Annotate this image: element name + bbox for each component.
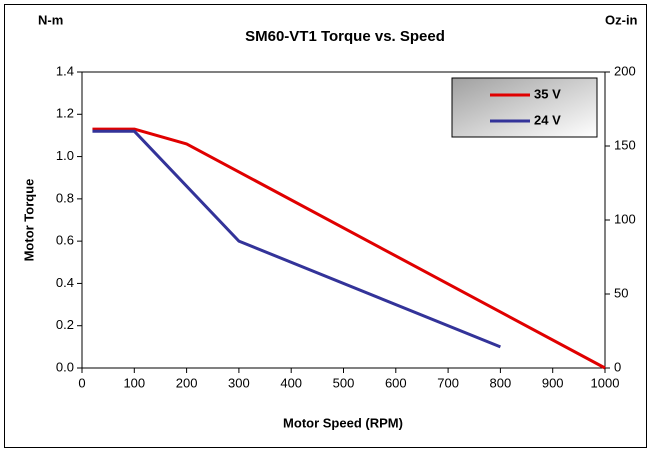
x-tick-label: 1000: [591, 375, 620, 390]
x-tick-label: 400: [280, 375, 302, 390]
x-axis-label: Motor Speed (RPM): [283, 415, 403, 430]
legend-label: 24 V: [534, 112, 561, 127]
x-tick-label: 0: [78, 375, 85, 390]
y2-tick-label: 0: [614, 359, 621, 374]
x-tick-label: 600: [385, 375, 407, 390]
y2-tick-label: 200: [614, 63, 636, 78]
y-tick-label: 0.2: [56, 317, 74, 332]
y-tick-label: 1.2: [56, 106, 74, 121]
x-tick-label: 700: [437, 375, 459, 390]
y-unit: N-m: [38, 12, 63, 27]
y2-tick-label: 150: [614, 137, 636, 152]
y-tick-label: 0.8: [56, 190, 74, 205]
y-tick-label: 0.0: [56, 359, 74, 374]
x-tick-label: 900: [542, 375, 564, 390]
x-tick-label: 500: [333, 375, 355, 390]
chart-title: SM60-VT1 Torque vs. Speed: [245, 28, 445, 45]
y-tick-label: 0.4: [56, 275, 74, 290]
x-tick-label: 800: [490, 375, 512, 390]
x-tick-label: 200: [176, 375, 198, 390]
legend-box: [451, 77, 598, 138]
series-line: [92, 127, 606, 370]
series-line: [92, 129, 501, 349]
y2-tick-label: 100: [614, 211, 636, 226]
x-tick-label: 100: [123, 375, 145, 390]
y2-tick-label: 50: [614, 285, 628, 300]
y2-unit: Oz-in: [605, 12, 638, 27]
x-tick-label: 300: [228, 375, 250, 390]
y-axis-label: Motor Torque: [21, 179, 36, 262]
legend-label: 35 V: [534, 86, 561, 101]
y-tick-label: 0.6: [56, 233, 74, 248]
y-tick-label: 1.4: [56, 63, 74, 78]
y-tick-label: 1.0: [56, 148, 74, 163]
